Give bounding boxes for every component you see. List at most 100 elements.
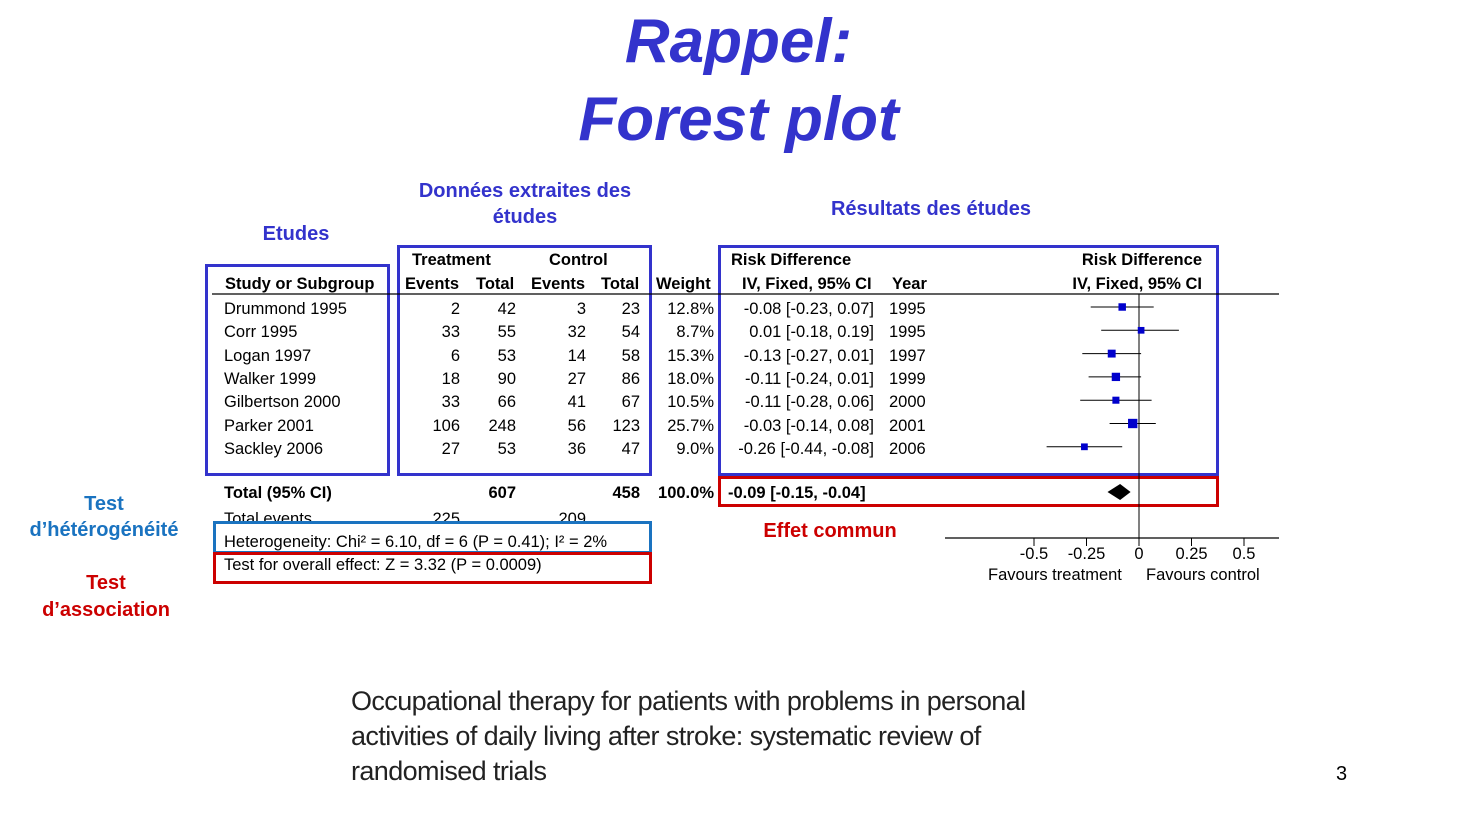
total-label: Total (95% CI) — [224, 484, 332, 502]
heterogeneity-text: Heterogeneity: Chi² = 6.10, df = 6 (P = … — [224, 533, 608, 551]
events-ctrl: 32 — [567, 323, 586, 342]
box-effet-commun — [718, 476, 1219, 507]
study-name: Parker 2001 — [224, 416, 314, 435]
year: 1995 — [889, 323, 926, 342]
year: 1995 — [889, 300, 926, 318]
risk-difference-ci: 0.01 [-0.18, 0.19] — [749, 323, 874, 342]
estimate-point — [1112, 396, 1120, 404]
total-ctrl: 123 — [612, 416, 640, 435]
total-treat: 55 — [497, 323, 516, 342]
header-year: Year — [892, 275, 927, 293]
header-rd-title: Risk Difference — [731, 251, 852, 269]
axis-label-left: Favours treatment — [988, 566, 1122, 584]
total-weight: 100.0% — [658, 484, 714, 502]
total-treat: 90 — [497, 369, 516, 388]
events-treat: 2 — [450, 300, 460, 318]
events-treat: 33 — [441, 323, 460, 342]
total-ctrl: 458 — [612, 484, 640, 502]
box-etudes — [205, 264, 390, 476]
total-ctrl: 67 — [621, 393, 640, 412]
events-treat: 6 — [450, 346, 460, 365]
events-ctrl: 3 — [576, 300, 586, 318]
label-test-assoc-line2: d’association — [42, 599, 170, 621]
study-name: Logan 1997 — [224, 346, 312, 365]
year: 2001 — [889, 416, 926, 435]
events-treat: 106 — [432, 416, 460, 435]
header-plot-title: Risk Difference — [1081, 251, 1202, 269]
x-tick-label: -0.5 — [1020, 545, 1048, 563]
slide-title-line1: Rappel: — [624, 7, 853, 76]
label-test-het-line2: d’hétérogénéité — [29, 519, 179, 541]
label-donnees-line2: études — [492, 206, 558, 228]
header-events-treat: Events — [405, 275, 460, 293]
axis-label-right: Favours control — [1146, 566, 1260, 584]
year: 1999 — [889, 369, 926, 388]
year: 2000 — [889, 393, 926, 412]
x-tick-label: -0.25 — [1068, 545, 1106, 563]
weight: 25.7% — [667, 416, 714, 435]
header-rd-method: IV, Fixed, 95% CI — [742, 275, 872, 293]
overall-effect-text: Test for overall effect: Z = 3.32 (P = 0… — [224, 556, 542, 574]
label-etudes: Etudes — [262, 223, 330, 245]
label-effet-commun: Effet commun — [763, 520, 897, 542]
study-name: Walker 1999 — [224, 369, 317, 388]
estimate-point — [1081, 443, 1088, 451]
header-group-control: Control — [549, 251, 608, 269]
header-total-ctrl: Total — [601, 275, 640, 293]
events-treat: 18 — [441, 369, 460, 388]
header-study: Study or Subgroup — [225, 275, 375, 293]
total-ctrl: 58 — [621, 346, 640, 365]
header-plot-method: IV, Fixed, 95% CI — [1072, 275, 1202, 293]
study-name: Sackley 2006 — [224, 439, 324, 458]
overall-effect-box — [213, 552, 652, 584]
box-donnees — [397, 245, 652, 476]
weight: 12.8% — [667, 300, 714, 318]
risk-difference-ci: -0.08 [-0.23, 0.07] — [743, 300, 874, 318]
label-test-het-line1: Test — [84, 493, 124, 515]
weight: 15.3% — [667, 346, 714, 365]
weight: 10.5% — [667, 393, 714, 412]
reference-line3: randomised trials — [351, 756, 547, 786]
label-test-assoc-line1: Test — [86, 572, 126, 594]
weight: 8.7% — [676, 323, 714, 342]
risk-difference-ci: -0.11 [-0.28, 0.06] — [744, 393, 874, 412]
events-ctrl: 41 — [567, 393, 586, 412]
total-ctrl: 86 — [621, 369, 640, 388]
total-treat: 248 — [488, 416, 516, 435]
study-name: Gilbertson 2000 — [224, 393, 341, 412]
page-number: 3 — [1336, 763, 1348, 785]
total-treat: 53 — [497, 439, 516, 458]
label-resultats: Résultats des études — [830, 198, 1032, 220]
estimate-point — [1137, 326, 1145, 334]
x-tick-label: 0 — [1134, 545, 1143, 563]
header-total-treat: Total — [476, 275, 515, 293]
weight: 9.0% — [676, 439, 714, 458]
total-treat: 66 — [497, 393, 516, 412]
events-ctrl: 14 — [567, 346, 586, 365]
total-treat: 53 — [497, 346, 516, 365]
header-weight: Weight — [656, 275, 711, 293]
total-ci: -0.09 [-0.15, -0.04] — [728, 484, 866, 502]
estimate-point — [1118, 303, 1126, 311]
events-ctrl: 36 — [567, 439, 586, 458]
label-donnees-line1: Données extraites des — [418, 180, 632, 202]
estimate-point — [1111, 372, 1121, 382]
estimate-point — [1107, 349, 1116, 358]
study-name: Drummond 1995 — [224, 300, 347, 318]
header-events-ctrl: Events — [531, 275, 586, 293]
events-treat: 33 — [441, 393, 460, 412]
total-ctrl: 23 — [621, 300, 640, 318]
total-ctrl: 47 — [621, 439, 640, 458]
risk-difference-ci: -0.26 [-0.44, -0.08] — [738, 439, 874, 458]
year: 1997 — [889, 346, 926, 365]
risk-difference-ci: -0.03 [-0.14, 0.08] — [743, 416, 874, 435]
header-group-treatment: Treatment — [412, 251, 491, 269]
box-resultats — [718, 245, 1219, 476]
risk-difference-ci: -0.13 [-0.27, 0.01] — [743, 346, 874, 365]
risk-difference-ci: -0.11 [-0.24, 0.01] — [744, 369, 874, 388]
slide-title-line2: Forest plot — [578, 85, 899, 154]
reference-line2: activities of daily living after stroke:… — [351, 721, 981, 751]
x-tick-label: 0.5 — [1233, 545, 1256, 563]
events-treat: 27 — [441, 439, 460, 458]
estimate-point — [1128, 418, 1138, 429]
